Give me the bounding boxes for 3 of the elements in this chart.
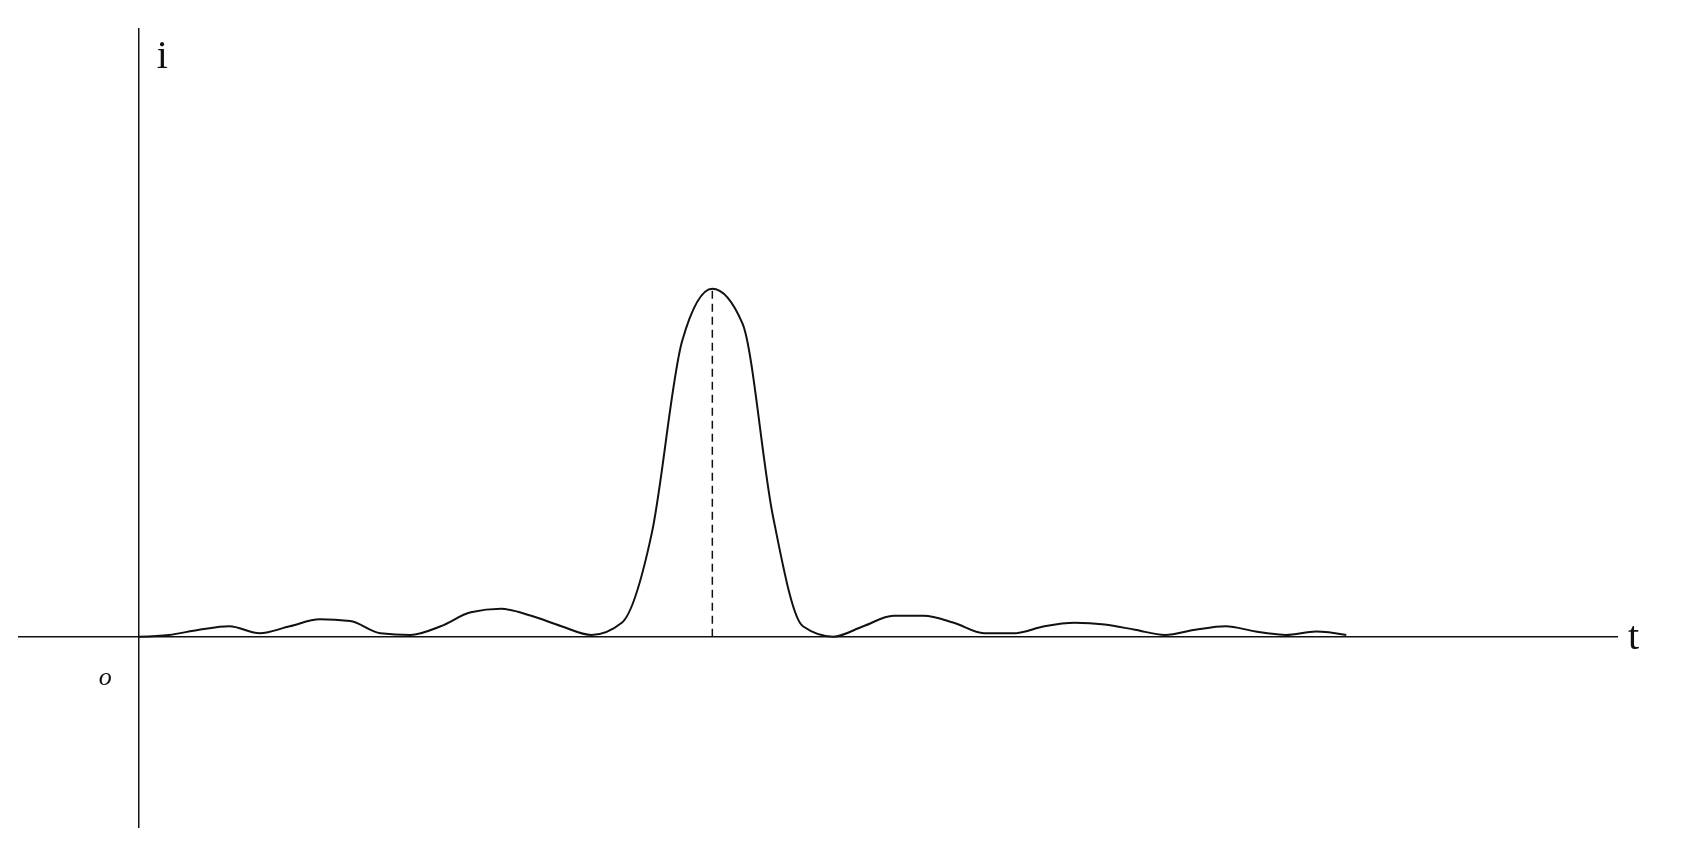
text: i xyxy=(156,32,168,77)
text: t xyxy=(1628,612,1640,658)
text: o xyxy=(98,661,112,691)
